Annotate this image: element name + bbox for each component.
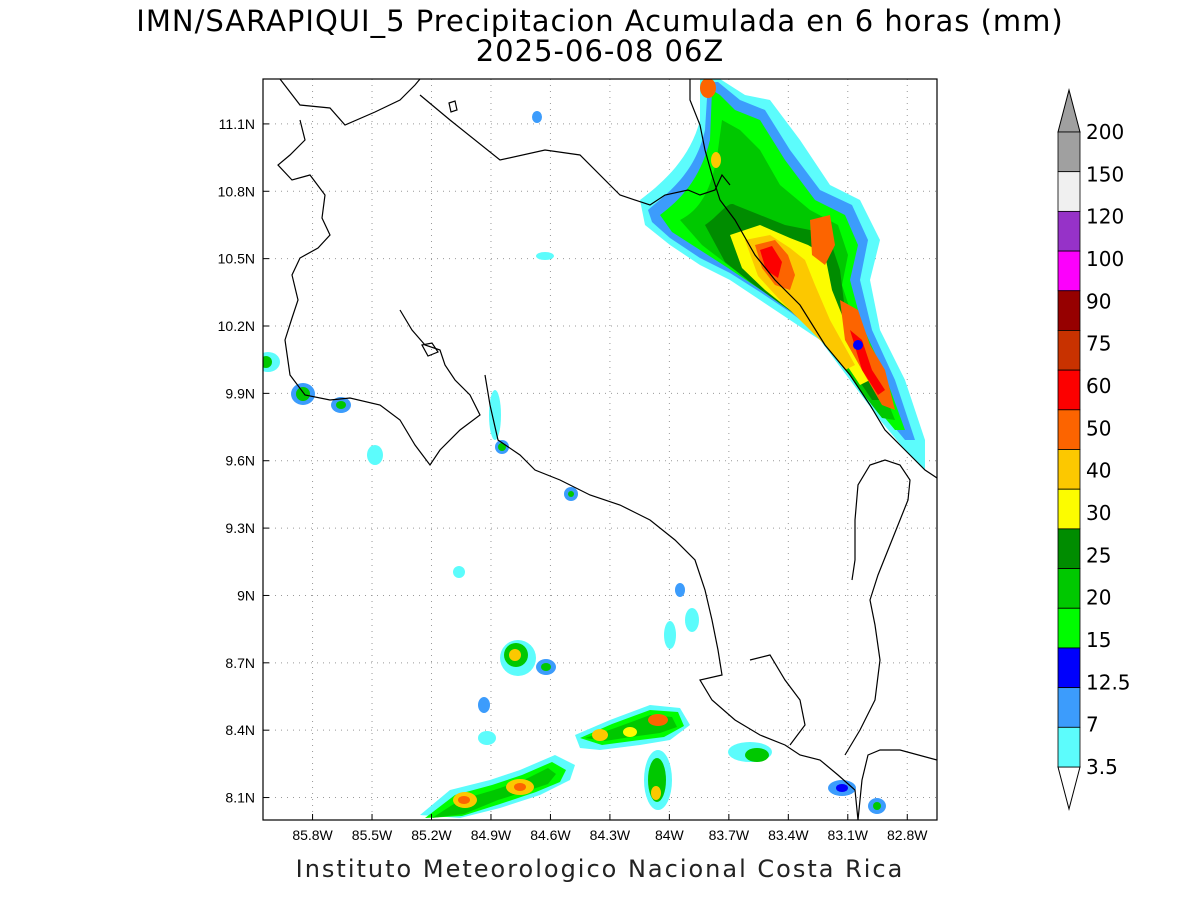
- colorbar-swatch: [1057, 687, 1081, 728]
- colorbar-swatch: [1057, 210, 1081, 252]
- colorbar-swatch: [1057, 131, 1081, 173]
- lat-tick-label: 8.7N: [225, 655, 255, 671]
- colorbar-swatch: [1057, 250, 1081, 292]
- colorbar-legend: 3.5 7 12.5 15 20 25 30 40 50 60 75 90 100 120 150 200: [1057, 88, 1131, 811]
- colorbar-swatch: [1057, 726, 1081, 768]
- colorbar-level-label: 20: [1086, 586, 1111, 610]
- colorbar-level-label: 15: [1086, 628, 1111, 652]
- chart-subtitle-datetime: 2025-06-08 06Z: [475, 34, 725, 68]
- lon-tick-label: 82.8W: [887, 827, 928, 843]
- lon-tick-label: 84.3W: [590, 827, 631, 843]
- colorbar-level-label: 3.5: [1086, 755, 1118, 779]
- colorbar-level-label: 200: [1086, 120, 1124, 144]
- lat-tick-label: 9.6N: [225, 453, 255, 469]
- colorbar-swatch: [1057, 409, 1081, 450]
- precipitation-field: [263, 79, 925, 818]
- lat-tick-label: 9.9N: [225, 385, 255, 401]
- lat-tick-label: 10.5N: [218, 251, 255, 267]
- lat-tick-label: 10.8N: [218, 183, 255, 199]
- lon-tick-label: 83.1W: [828, 827, 869, 843]
- coastline-borders: [277, 79, 937, 820]
- colorbar-swatch: [1057, 568, 1081, 609]
- footer-credit: Instituto Meteorologico Nacional Costa R…: [295, 855, 905, 883]
- lat-tick-label: 11.1N: [219, 116, 255, 132]
- lon-tick-label: 83.7W: [709, 827, 750, 843]
- lat-tick-label: 8.1N: [225, 790, 255, 806]
- colorbar-level-label: 40: [1086, 459, 1111, 483]
- colorbar-over-triangle: [1057, 88, 1081, 133]
- colorbar-level-label: 75: [1086, 332, 1111, 356]
- lon-tick-label: 85.2W: [411, 827, 452, 843]
- colorbar-swatch: [1057, 330, 1081, 371]
- colorbar-level-label: 90: [1086, 289, 1111, 313]
- colorbar-swatch: [1057, 369, 1081, 411]
- colorbar-swatch: [1057, 647, 1081, 689]
- colorbar-level-label: 60: [1086, 374, 1111, 398]
- lon-tick-label: 85.8W: [292, 827, 333, 843]
- colorbar-swatch: [1057, 290, 1081, 331]
- map-frame: [262, 78, 938, 821]
- colorbar-level-label: 50: [1086, 416, 1111, 440]
- chart-title: IMN/SARAPIQUI_5 Precipitacion Acumulada …: [136, 4, 1064, 38]
- lon-tick-label: 84.6W: [530, 827, 571, 843]
- lon-tick-label: 84W: [655, 827, 685, 843]
- colorbar-level-label: 30: [1086, 501, 1111, 525]
- colorbar-swatch: [1057, 488, 1081, 530]
- colorbar-level-label: 120: [1086, 205, 1124, 229]
- colorbar-swatch: [1057, 607, 1081, 649]
- lon-tick-label: 84.9W: [471, 827, 512, 843]
- colorbar-level-label: 100: [1086, 247, 1124, 271]
- lat-tick-label: 9.3N: [225, 520, 255, 536]
- lat-tick-label: 10.2N: [218, 318, 255, 334]
- lon-tick-label: 85.5W: [352, 827, 393, 843]
- lat-tick-label: 9N: [237, 587, 255, 603]
- colorbar-swatch: [1057, 449, 1081, 490]
- colorbar-swatch: [1057, 171, 1081, 212]
- colorbar-level-label: 12.5: [1086, 670, 1131, 694]
- map-axes: 85.8W 85.5W 85.2W 84.9W 84.6W 84.3W 84W 83.7W 83…: [218, 116, 929, 843]
- colorbar-level-label: 25: [1086, 543, 1111, 567]
- colorbar-level-label: 7: [1086, 713, 1099, 737]
- colorbar-level-label: 150: [1086, 162, 1124, 186]
- colorbar-under-triangle: [1057, 766, 1081, 811]
- lon-tick-label: 83.4W: [768, 827, 809, 843]
- lat-tick-label: 8.4N: [225, 722, 255, 738]
- colorbar-swatch: [1057, 528, 1081, 569]
